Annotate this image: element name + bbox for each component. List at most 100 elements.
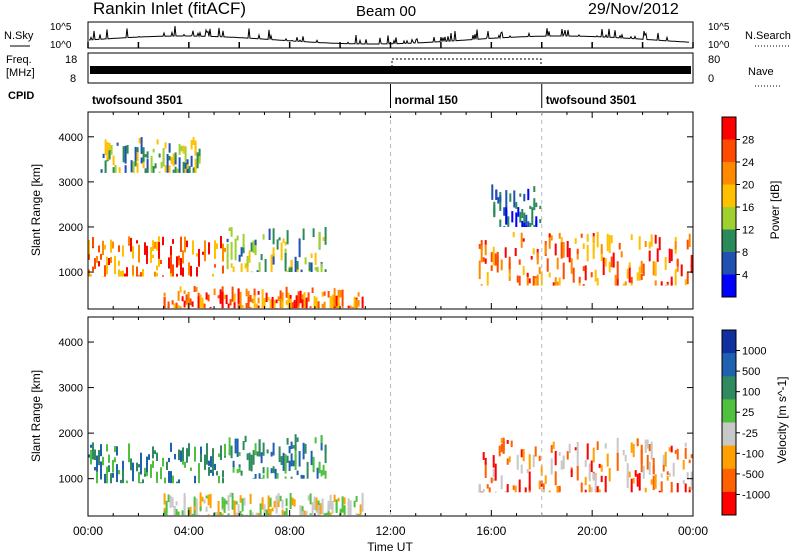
echo-cell [152,240,154,251]
echo-cell [184,146,187,163]
cpid-row: twofsound 3501 normal 150 twofsound 3501 [92,84,637,108]
echo-cell [560,242,563,259]
echo-cell [132,265,134,277]
echo-cell [168,457,170,463]
echo-cell [187,292,190,309]
echo-cell [203,499,206,504]
echo-cell [254,443,257,456]
echo-cell [212,456,214,474]
echo-cell [558,277,561,286]
echo-cell [144,154,147,158]
echo-cell [279,290,282,299]
echo-cell [206,443,208,458]
echo-cell [628,265,631,283]
echo-cell [320,435,323,443]
echo-cell [533,225,536,227]
freq-tick-bottom: 8 [70,73,76,85]
echo-cell [511,211,514,223]
echo-cell [525,214,528,227]
echo-cell [223,294,226,299]
echo-cell [596,277,599,286]
echo-cell [204,240,206,250]
colorbar-tick-label: 8 [742,247,748,259]
power-colorbar-label: Power [dB] [768,181,782,240]
echo-cell [630,234,633,241]
echo-cell [269,299,272,309]
echo-cell [194,140,197,156]
date-title: 29/Nov/2012 [588,1,679,18]
echo-cell [670,249,673,262]
echo-cell [224,443,226,456]
echo-cell [341,306,344,309]
echo-cell [140,482,142,484]
echo-cell [170,246,172,260]
echo-cell [636,439,639,447]
echo-cell [199,506,202,512]
echo-cell [214,264,216,268]
echo-cell [281,499,284,509]
echo-cell [156,452,158,461]
echo-cell [226,255,229,270]
echo-cell [670,481,673,493]
echo-cell [209,493,212,509]
echo-cell [286,230,289,245]
echo-cell [254,243,257,256]
echo-cell [290,259,293,268]
echo-cell [239,511,242,516]
echo-cell [532,275,535,286]
echo-cell [341,508,344,513]
echo-cell [272,253,275,265]
echo-cell [116,142,119,146]
echo-cell [306,461,309,479]
echo-cell [150,464,152,478]
echo-cell [158,257,160,267]
echo-cell [257,297,260,304]
echo-cell [258,262,261,272]
echo-cell [353,500,356,508]
echo-cell [122,270,124,277]
colorbar-swatch [722,468,736,493]
echo-cell [200,453,202,462]
echo-cell [486,484,489,489]
echo-cell [234,245,237,261]
echo-cell [212,448,214,462]
echo-cell [314,252,317,265]
echo-cell [132,246,134,259]
echo-cell [150,155,153,173]
echo-cell [335,295,338,309]
echo-cell [154,241,156,249]
echo-cell [170,255,172,274]
echo-cell [538,455,541,462]
echo-cell [309,493,312,505]
echo-cell [210,456,212,468]
echo-cell [535,202,538,208]
echo-cell [146,159,149,173]
echo-cell [646,454,649,470]
echo-cell [273,299,276,309]
echo-cell [343,505,346,515]
echo-cell [604,476,607,493]
echo-cell [600,475,603,483]
echo-cell [152,148,155,153]
cpid-segment-label: normal 150 [395,93,459,107]
echo-cell [294,256,297,272]
echo-cell [329,296,332,309]
echo-cell [495,189,498,200]
echo-cell [339,289,342,298]
echo-cell [235,512,238,516]
echo-cell [266,467,269,479]
echo-cell [167,301,170,309]
echo-cell [176,273,178,277]
echo-cell [499,195,502,202]
echo-cell [175,302,178,309]
echo-cell [299,290,302,304]
echo-cell [562,262,565,280]
echo-cell [254,239,257,246]
echo-cell [227,513,230,516]
echo-cell [278,446,281,463]
echo-cell [234,438,237,454]
echo-cell [632,443,635,458]
echo-cell [301,506,304,516]
echo-cell [668,472,671,477]
echo-cell [170,442,172,452]
